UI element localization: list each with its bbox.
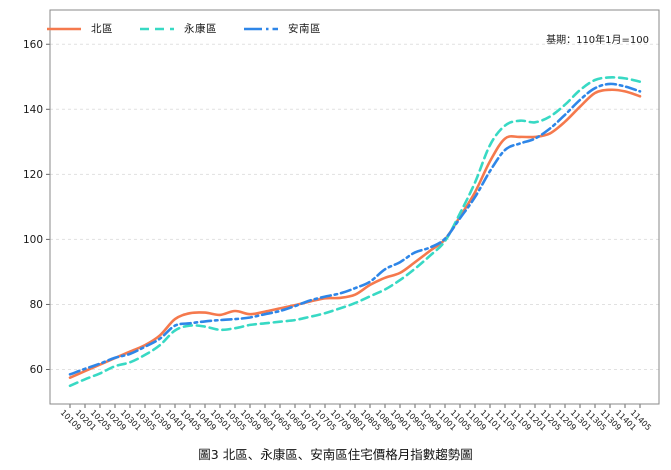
y-tick-label: 80 bbox=[30, 299, 43, 311]
legend-label: 永康區 bbox=[184, 23, 217, 35]
legend-label: 北區 bbox=[91, 23, 113, 35]
legend-line-dashdot-icon bbox=[244, 27, 278, 30]
legend-item-annan: 安南區 bbox=[243, 21, 321, 36]
y-tick-label: 140 bbox=[23, 104, 43, 116]
legend-label: 安南區 bbox=[288, 23, 321, 35]
legend-item-yongkang: 永康區 bbox=[139, 21, 217, 36]
y-tick-label: 100 bbox=[23, 234, 43, 246]
y-tick-label: 60 bbox=[30, 364, 43, 376]
y-tick-label: 160 bbox=[23, 39, 43, 51]
legend-item-north: 北區 bbox=[46, 21, 113, 36]
y-tick-label: 120 bbox=[23, 169, 43, 181]
legend: 北區 永康區 安南區 bbox=[46, 21, 321, 36]
chart-title: 圖3 北區、永康區、安南區住宅價格月指數趨勢圖 bbox=[198, 447, 473, 462]
base-period-note: 基期：110年1月=100 bbox=[546, 35, 649, 46]
legend-line-dashed-icon bbox=[140, 27, 174, 30]
plot-border bbox=[49, 9, 660, 405]
legend-line-solid-icon bbox=[47, 27, 81, 30]
series-line-0 bbox=[68, 88, 642, 379]
series-line-1 bbox=[68, 76, 642, 388]
series-line-2 bbox=[68, 82, 642, 376]
